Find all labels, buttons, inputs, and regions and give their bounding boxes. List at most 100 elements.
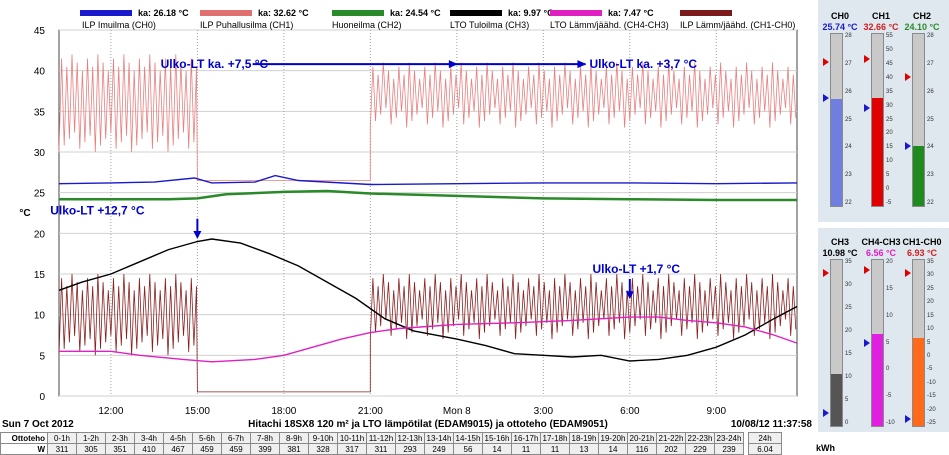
gauge-value: 10.98 °C bbox=[822, 248, 858, 258]
energy-hour-header: 22-23h bbox=[685, 432, 715, 444]
energy-hour-value: 202 bbox=[656, 443, 686, 455]
energy-values-row: W 311 305 351 410 467 459 459 399 381 328 317 311 29… bbox=[0, 443, 782, 455]
energy-total-value: 6.04 bbox=[748, 443, 782, 455]
y-tick-label: 40 bbox=[34, 67, 46, 78]
legend-label: Huoneilma (CH2) bbox=[332, 20, 402, 30]
gauge-scale-label: 0 bbox=[845, 420, 849, 426]
energy-hour-value: 317 bbox=[337, 443, 367, 455]
setpoint-marker-red bbox=[905, 72, 911, 81]
x-tick-label: 21:00 bbox=[358, 406, 383, 417]
gauge-scale: 35 30 25 20 15 10 5 0 bbox=[845, 259, 859, 427]
energy-hour-value: 399 bbox=[250, 443, 280, 455]
gauge-fill bbox=[913, 337, 924, 426]
gauge-scale-label: 24 bbox=[927, 144, 934, 151]
setpoint-marker-red bbox=[905, 269, 911, 277]
gauge-scale-label: 0 bbox=[927, 352, 931, 359]
x-tick-label: 6:00 bbox=[620, 406, 640, 417]
y-tick-label: 10 bbox=[34, 311, 46, 322]
setpoint-marker-blue bbox=[905, 414, 911, 423]
x-tick-label: 18:00 bbox=[271, 406, 296, 417]
gauge-value: 6.93 °C bbox=[906, 248, 938, 258]
energy-hour-value: 381 bbox=[279, 443, 309, 455]
setpoint-marker-blue bbox=[864, 339, 870, 347]
gauge-name: CH1 bbox=[871, 11, 890, 21]
gauge-scale-label: 22 bbox=[845, 200, 852, 206]
setpoint-marker-blue bbox=[905, 142, 911, 151]
gauge-scale: 35 30 25 20 15 10 5 0 -5 -10 -15 -20 -25 bbox=[927, 259, 941, 427]
energy-hour-header: 2-3h bbox=[105, 432, 135, 444]
gauge-tube bbox=[912, 259, 925, 427]
y-axis-label: °C bbox=[19, 208, 30, 219]
gauge-scale-label: 10 bbox=[927, 326, 934, 333]
gauge-scale-label: 45 bbox=[886, 60, 893, 67]
gauge-value: 25.74 °C bbox=[822, 22, 858, 32]
annotation: Ulko-LT ka. +7,5 °C bbox=[161, 57, 269, 71]
timestamp-label: 10/08/12 11:37:58 bbox=[731, 419, 813, 430]
energy-row-label: Ottoteho bbox=[0, 432, 48, 444]
energy-hour-header: 23-24h bbox=[714, 432, 744, 444]
y-tick-label: 35 bbox=[34, 107, 46, 118]
gauge-name: CH2 bbox=[912, 11, 931, 21]
gauge-fill bbox=[872, 334, 883, 426]
series-line bbox=[58, 54, 797, 181]
series-line bbox=[59, 189, 797, 202]
setpoint-marker-red bbox=[864, 55, 870, 64]
gauge-scale-label: 25 bbox=[927, 116, 934, 123]
legend-swatch bbox=[200, 10, 252, 16]
gauge-tube bbox=[830, 259, 843, 427]
y-tick-label: 5 bbox=[39, 351, 45, 362]
energy-hours-row: Ottoteho 0-1h 1-2h 2-3h 3-4h 4-5h 5-6h 6-7h 7-8… bbox=[0, 432, 782, 444]
energy-hour-header: 11-12h bbox=[366, 432, 396, 444]
legend-swatch bbox=[550, 10, 602, 16]
gauge-scale-label: 10 bbox=[886, 312, 893, 319]
energy-hour-header: 21-22h bbox=[656, 432, 686, 444]
gauge-scale-label: -20 bbox=[927, 406, 936, 413]
energy-hour-header: 10-11h bbox=[337, 432, 367, 444]
gauge-scale-label: -15 bbox=[927, 393, 936, 400]
energy-hour-value: 410 bbox=[134, 443, 164, 455]
energy-hour-value: 14 bbox=[482, 443, 512, 455]
setpoint-marker-blue bbox=[823, 408, 829, 417]
gauge-scale-label: 15 bbox=[886, 285, 893, 292]
gauge-scale-label: 23 bbox=[845, 172, 852, 179]
energy-hour-header: 8-9h bbox=[279, 432, 309, 444]
gauge-value: 24.10 °C bbox=[904, 22, 940, 32]
gauge-scale-label: 5 bbox=[845, 397, 849, 403]
energy-hour-header: 13-14h bbox=[424, 432, 454, 444]
annotation: Ulko-LT +1,7 °C bbox=[593, 262, 681, 276]
energy-hour-header: 3-4h bbox=[134, 432, 164, 444]
x-tick-label: 3:00 bbox=[534, 406, 554, 417]
gauge-scale-label: 20 bbox=[886, 259, 893, 265]
energy-hour-value: 459 bbox=[192, 443, 222, 455]
gauge-name: CH1-CH0 bbox=[902, 237, 942, 247]
legend-average: ka: 7.47 °C bbox=[608, 8, 654, 18]
energy-hour-header: 5-6h bbox=[192, 432, 222, 444]
energy-hour-header: 19-20h bbox=[598, 432, 628, 444]
energy-total-header: 24h bbox=[748, 432, 782, 444]
gauge-scale-label: -5 bbox=[927, 366, 933, 373]
gauge-value: 6.56 °C bbox=[865, 248, 897, 258]
gauge-scale-label: 30 bbox=[845, 282, 852, 288]
gauge-scale-label: -10 bbox=[886, 420, 895, 426]
series-line bbox=[58, 174, 798, 186]
y-tick-label: 25 bbox=[34, 189, 46, 200]
gauge-scale-label: 24 bbox=[845, 144, 852, 151]
gauge-scale-label: 55 bbox=[886, 33, 893, 39]
gauge-scale: 55 50 45 40 35 30 25 20 15 10 5 0 -5 bbox=[886, 33, 900, 207]
gauge-scale-label: 0 bbox=[886, 366, 890, 373]
energy-hour-value: 351 bbox=[105, 443, 135, 455]
legend-label: ILP Lämm/jäähd. (CH1-CH0) bbox=[680, 20, 795, 30]
gauge-scale-label: 23 bbox=[927, 172, 934, 179]
energy-gap bbox=[743, 432, 749, 444]
gauge-scale-label: 26 bbox=[927, 88, 934, 95]
gauge-scale-label: 28 bbox=[845, 33, 852, 39]
gauge-scale-label: -10 bbox=[927, 379, 936, 386]
x-tick-label: 12:00 bbox=[98, 406, 123, 417]
gauge-scale-label: 0 bbox=[886, 186, 890, 193]
energy-hour-value: 11 bbox=[511, 443, 541, 455]
gauge-fill bbox=[831, 373, 842, 426]
energy-hour-header: 16-17h bbox=[511, 432, 541, 444]
gauge-tube bbox=[912, 33, 925, 207]
setpoint-marker-red bbox=[823, 58, 829, 66]
